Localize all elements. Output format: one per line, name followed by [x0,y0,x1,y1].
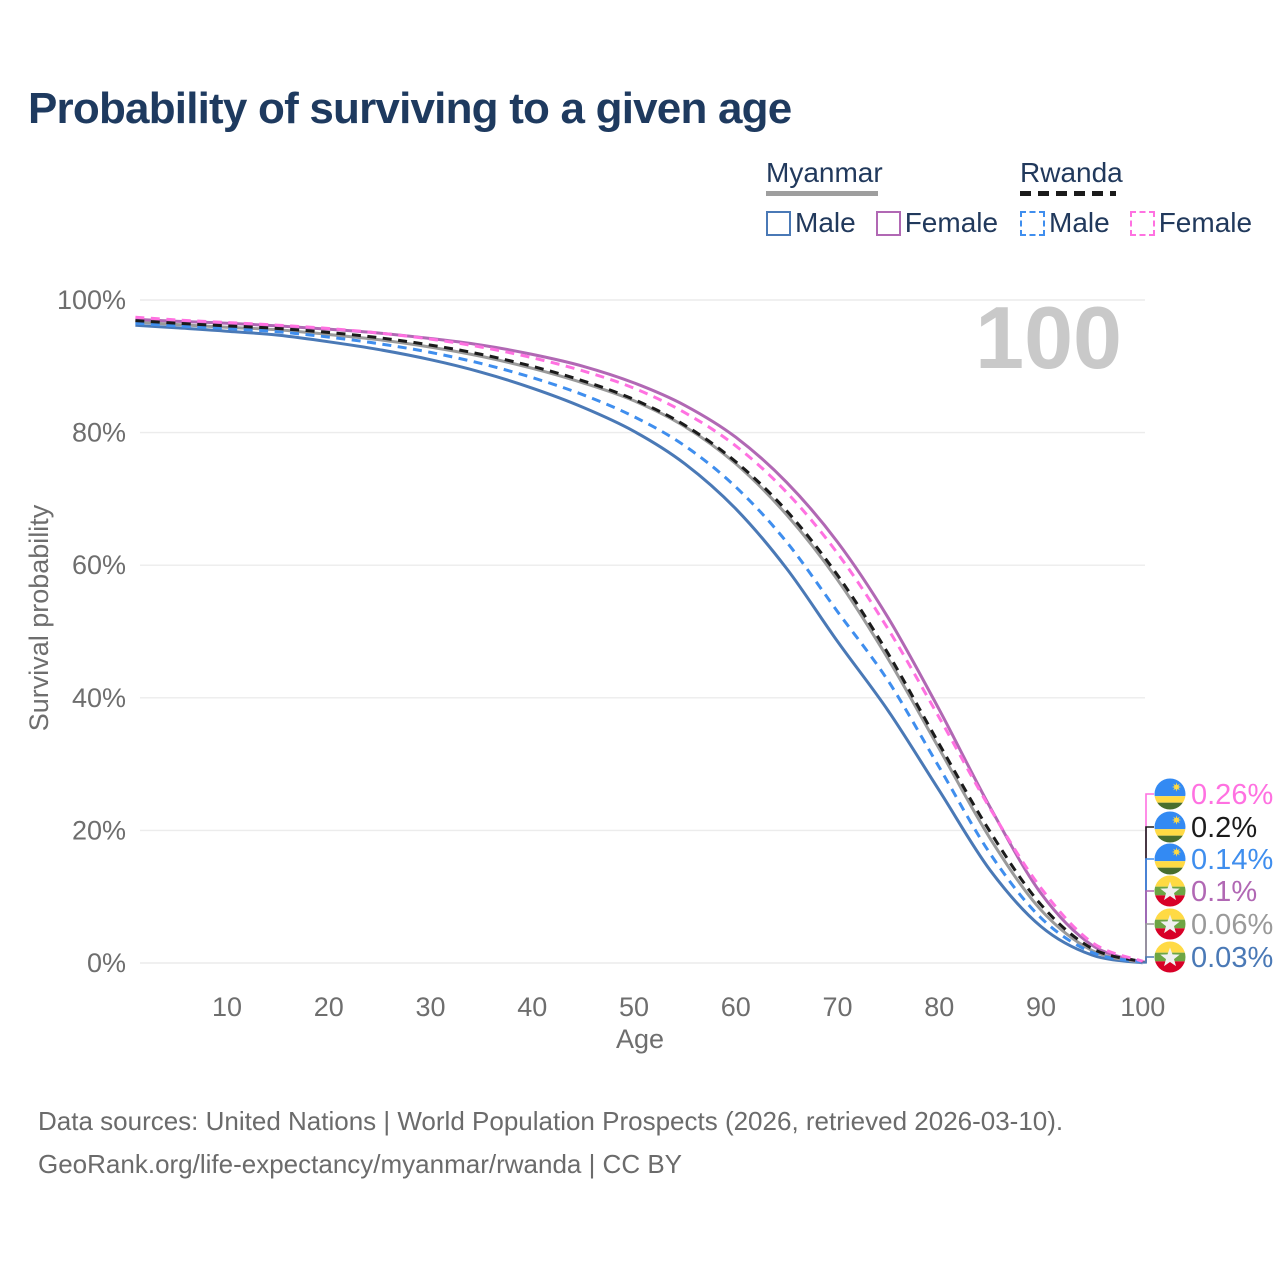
x-tick-label: 100 [1120,992,1165,1022]
legend-group-myanmar: Myanmar Male Female [766,158,1018,239]
myanmar-flag-icon [1154,875,1186,907]
legend-item-myanmar-female[interactable]: Female [875,207,999,239]
y-tick-label: 80% [72,418,126,448]
x-tick-label: 20 [314,992,344,1022]
y-tick-label: 0% [87,948,126,978]
legend-group-rwanda: Rwanda Male Female [1020,158,1272,239]
series-line-rwanda-all [135,319,1144,964]
x-tick-label: 70 [822,992,852,1022]
source-attribution: Data sources: United Nations | World Pop… [38,1100,1063,1186]
age-watermark: 100 [975,288,1122,387]
end-label-connector [1143,793,1154,963]
georank-url-line: GeoRank.org/life-expectancy/myanmar/rwan… [38,1149,683,1179]
y-axis-title: Survival probability [24,504,54,731]
myanmar-flag-icon [1154,908,1186,940]
y-tick-label: 40% [72,683,126,713]
end-label-connector [1143,858,1154,963]
legend-item-label: Female [904,207,999,238]
end-value-label-myanmar-male: 0.03% [1191,942,1273,974]
y-tick-label: 60% [72,550,126,580]
y-tick-label: 100% [57,285,126,315]
series-curves [135,315,1144,965]
legend: Myanmar Male Female Rwanda Male Female [0,158,1280,253]
x-axis-title: Age [616,1024,664,1054]
legend-item-myanmar-male[interactable]: Male [766,207,856,239]
x-tick-label: 60 [721,992,751,1022]
series-line-rwanda-female [135,315,1144,963]
y-tick-label: 20% [72,815,126,845]
legend-item-label: Male [1049,207,1110,238]
rwanda-flag-icon [1154,843,1186,875]
rwanda-flag-icon [1154,811,1186,843]
end-label-connector [1143,890,1154,964]
x-tick-label: 50 [619,992,649,1022]
x-tick-label: 10 [212,992,242,1022]
chart-title: Probability of surviving to a given age [28,84,792,133]
end-label-connector [1143,826,1154,963]
myanmar-male-swatch-icon [766,210,791,236]
gridlines: 0% 20% 40% 60% 80% 100% 10 20 30 40 50 60 70 80 90 100 [57,285,1165,1022]
x-tick-label: 80 [924,992,954,1022]
series-line-myanmar-male [135,323,1144,965]
legend-item-rwanda-female[interactable]: Female [1129,207,1253,239]
myanmar-female-swatch-icon [875,210,901,236]
legend-item-rwanda-male[interactable]: Male [1020,207,1110,239]
data-sources-line: Data sources: United Nations | World Pop… [38,1106,1064,1136]
rwanda-flag-icon [1154,778,1186,810]
end-label-connector [1143,956,1154,964]
end-value-label-rwanda-female: 0.26% [1191,779,1273,811]
myanmar-flag-icon [1154,941,1186,973]
end-value-label-myanmar-all: 0.06% [1191,909,1273,941]
series-line-rwanda-male [135,321,1144,964]
myanmar-line-style-sample [766,191,878,196]
rwanda-male-swatch-icon [1020,210,1045,236]
series-line-myanmar-female [135,317,1144,964]
end-value-label-rwanda-all: 0.2% [1191,812,1257,844]
legend-item-label: Male [795,207,856,238]
x-tick-label: 30 [415,992,445,1022]
x-tick-label: 40 [517,992,547,1022]
x-tick-label: 90 [1026,992,1056,1022]
legend-country-label-myanmar: Myanmar [766,157,883,188]
legend-country-label-rwanda: Rwanda [1020,157,1123,188]
legend-item-label: Female [1158,207,1253,238]
end-value-label-myanmar-female: 0.1% [1191,876,1257,908]
rwanda-line-style-sample [1020,191,1116,196]
rwanda-female-swatch-icon [1129,210,1155,236]
end-value-label-rwanda-male: 0.14% [1191,844,1273,876]
end-labels: 0.26%0.2%0.14%0.1%0.06%0.03% [1143,778,1273,974]
